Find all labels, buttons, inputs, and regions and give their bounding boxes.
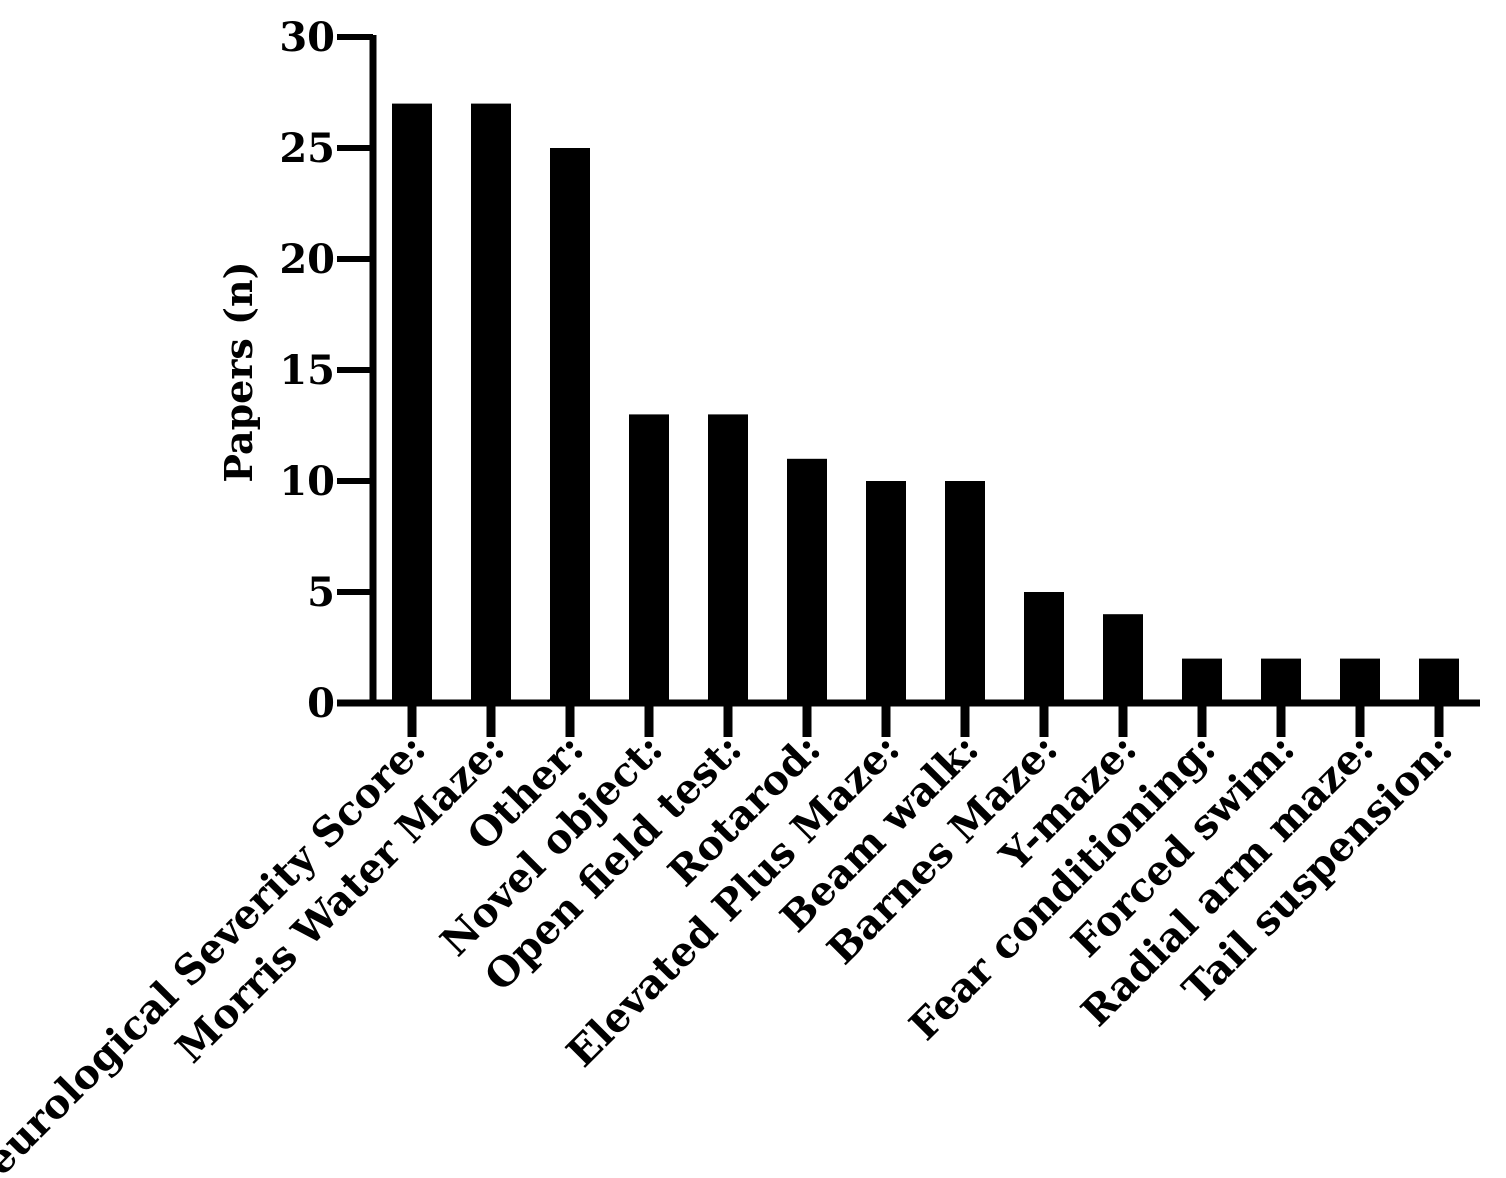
bar bbox=[708, 414, 748, 703]
bar bbox=[1103, 614, 1143, 703]
y-tick-label: 20 bbox=[279, 236, 335, 283]
bar bbox=[629, 414, 669, 703]
y-tick-label: 0 bbox=[307, 680, 335, 727]
bar bbox=[1261, 658, 1301, 703]
x-tick-label: Neurological Severity Score: bbox=[0, 725, 435, 1173]
bar bbox=[1340, 658, 1380, 703]
bar bbox=[1182, 658, 1222, 703]
y-tick-label: 30 bbox=[279, 14, 335, 61]
y-axis-title: Papers (n) bbox=[216, 261, 261, 482]
y-tick-label: 10 bbox=[279, 458, 335, 505]
axes-layer bbox=[337, 34, 1480, 737]
bar bbox=[1419, 658, 1459, 703]
bar bbox=[471, 103, 511, 704]
y-tick-label: 15 bbox=[279, 347, 335, 394]
bar bbox=[1024, 592, 1064, 703]
y-tick-label: 25 bbox=[279, 125, 335, 172]
bars-layer bbox=[392, 103, 1459, 704]
y-tick-label: 5 bbox=[307, 569, 335, 616]
bar bbox=[550, 148, 590, 703]
x-tick-label: Morris Water Maze: bbox=[167, 725, 514, 1072]
bar bbox=[392, 103, 432, 704]
bar bbox=[787, 458, 827, 703]
bar bbox=[945, 481, 985, 703]
bar bbox=[866, 481, 906, 703]
